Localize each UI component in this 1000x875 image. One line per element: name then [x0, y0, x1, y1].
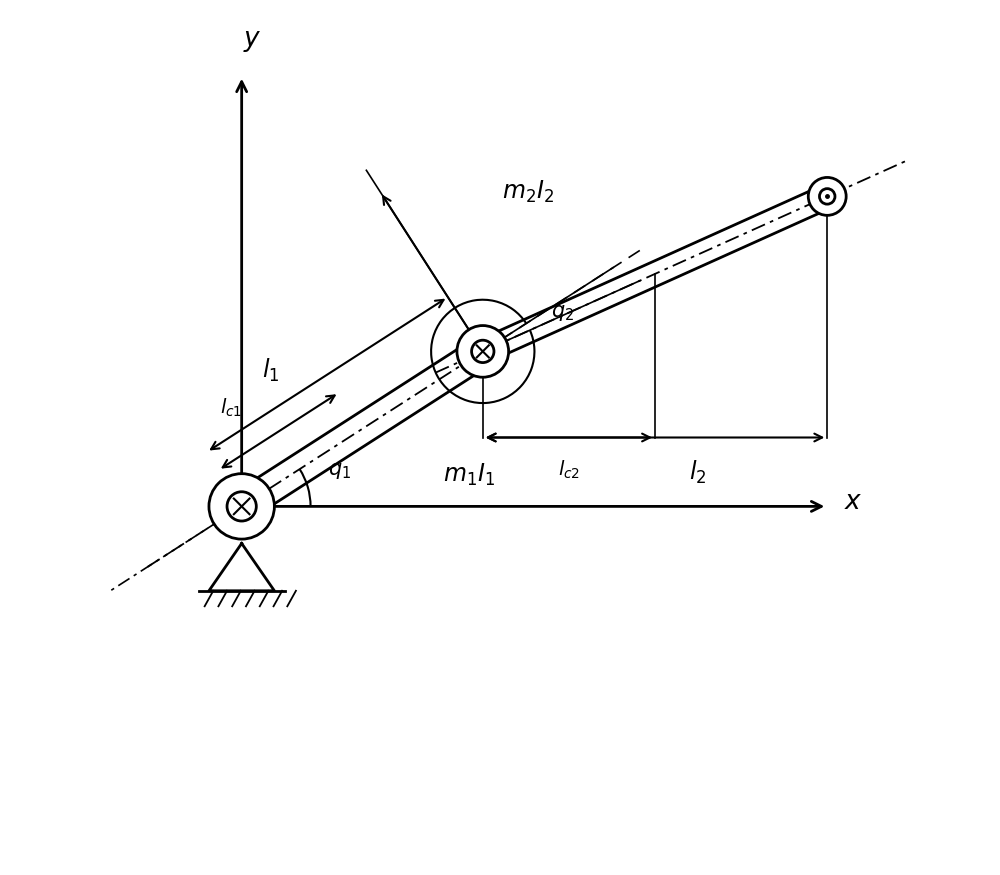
Text: $y$: $y$	[243, 28, 261, 54]
Text: $l_1$: $l_1$	[262, 357, 280, 384]
Text: $l_{c2}$: $l_{c2}$	[558, 459, 580, 481]
Circle shape	[819, 189, 835, 204]
Text: $l_2$: $l_2$	[689, 459, 707, 486]
Text: $m_2I_2$: $m_2I_2$	[502, 178, 554, 205]
Circle shape	[227, 492, 256, 521]
Circle shape	[457, 326, 509, 377]
Text: $q_1$: $q_1$	[328, 461, 351, 481]
Circle shape	[209, 473, 274, 539]
Circle shape	[808, 178, 846, 215]
Text: $q_2$: $q_2$	[551, 303, 574, 323]
Text: $x$: $x$	[844, 489, 863, 515]
Circle shape	[472, 340, 494, 362]
Text: $m_1I_1$: $m_1I_1$	[443, 462, 495, 488]
Text: $l_{c1}$: $l_{c1}$	[220, 396, 242, 418]
